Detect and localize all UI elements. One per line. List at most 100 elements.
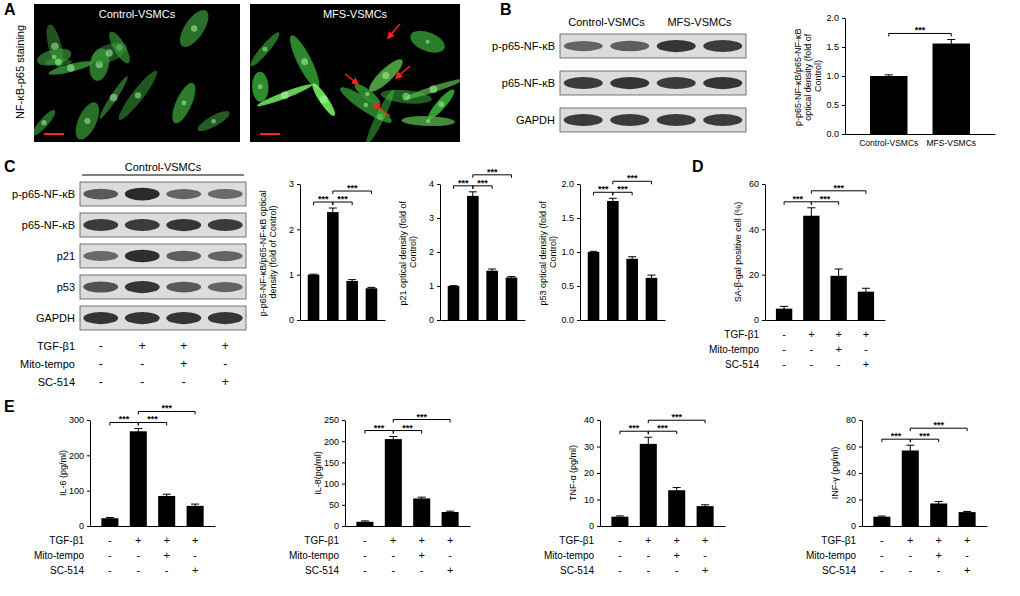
blot-group-label: MFS-VSMCs: [667, 16, 732, 28]
scale-bar: [44, 133, 64, 135]
bar: [803, 216, 819, 320]
y-tick-label: 40: [584, 415, 594, 425]
blot-band: [657, 77, 696, 89]
y-tick-mark: [859, 473, 862, 474]
treatment-sign: +: [863, 328, 869, 340]
y-tick-mark: [577, 184, 580, 185]
error-bar: [348, 280, 356, 283]
treatment-sign: -: [193, 549, 197, 561]
treatment-sign: +: [418, 549, 424, 561]
plot-marks: [308, 208, 378, 320]
treatment-sign: -: [182, 375, 186, 389]
treatment-sign: -: [965, 549, 969, 561]
cell-nucleus: [262, 47, 267, 52]
y-axis-title: IL-8(pg/ml): [313, 451, 323, 495]
bar: [158, 496, 175, 526]
y-axis-line: [845, 19, 846, 135]
bar: [646, 278, 658, 320]
blot-row-label: p53: [57, 281, 75, 293]
y-tick: 200: [324, 437, 345, 447]
treatment-sign: -: [908, 564, 912, 576]
cell-nucleus: [258, 84, 263, 89]
y-tick-label: 0: [334, 521, 339, 531]
error-bar-cap: [673, 487, 681, 488]
cell-nucleus: [135, 92, 141, 98]
treatment-sign: -: [646, 564, 650, 576]
x-axis: [766, 320, 886, 321]
y-tick-mark: [297, 275, 300, 276]
error-bar-stem: [393, 437, 394, 442]
blot-row-label: p65-NF-κB: [22, 219, 75, 231]
cell-nucleus: [439, 101, 445, 107]
bar-chart: 0100200300IL-6 (pg/ml)*********TGF-β1-++…: [34, 403, 216, 576]
y-tick: 2.0: [561, 179, 580, 189]
treatment-sign: -: [363, 534, 367, 546]
blot-band: [166, 189, 201, 199]
y-tick: 3: [429, 213, 440, 223]
panel-letter: E: [4, 398, 15, 415]
y-tick: 0: [851, 521, 862, 531]
treatment-sign: +: [863, 358, 869, 370]
blot-strip: [560, 71, 746, 95]
blot-b: p-p65-NF-κBp65-NF-κBGAPDH: [492, 34, 746, 132]
y-tick-label: 10: [584, 495, 594, 505]
bar: [697, 506, 714, 526]
treatment-sign: -: [703, 549, 707, 561]
y-tick-label: 250: [324, 415, 339, 425]
blot-row-label: p-p65-NF-κB: [492, 40, 555, 52]
treatment-sign: -: [136, 549, 140, 561]
treatment-sign: +: [180, 357, 187, 371]
y-tick: 200: [69, 451, 90, 461]
y-tick-mark: [342, 462, 345, 463]
blot-band: [166, 219, 201, 231]
y-tick: 20: [846, 495, 862, 505]
y-axis-title: TNF-α (pg/ml): [568, 445, 578, 501]
treatment-sign: +: [222, 375, 229, 389]
error-bar: [310, 274, 318, 276]
significance-label: ***: [657, 423, 668, 433]
y-tick-mark: [87, 420, 90, 421]
bar: [308, 275, 320, 320]
error-bar: [469, 192, 477, 200]
treatment-sign: -: [782, 358, 786, 370]
y-axis-title: p-p65-NF-κB/p65-NF-κB optical density (f…: [793, 26, 823, 126]
y-tick-label: 2: [289, 225, 294, 235]
y-tick: 0: [754, 315, 765, 325]
error-bar-stem: [492, 269, 493, 272]
plot-marks: [776, 208, 874, 320]
bar: [607, 201, 619, 320]
y-tick: 0: [429, 315, 440, 325]
treatment-sign: -: [618, 549, 622, 561]
figure-root: ABCDENF-κB-p65 stainingControl-VSMCsMFS-…: [0, 0, 1020, 596]
y-axis: 0204060: [749, 179, 766, 325]
error-bar: [507, 276, 515, 278]
y-tick-label: 40: [749, 225, 759, 235]
error-bar: [878, 516, 886, 517]
panel-letter: D: [692, 158, 704, 175]
treatment-sign: +: [907, 534, 913, 546]
error-bar: [163, 494, 171, 498]
treatment-sign: -: [99, 357, 103, 371]
y-tick-label: 50: [329, 500, 339, 510]
arrow: [396, 66, 410, 78]
treatment-sign: -: [618, 534, 622, 546]
y-tick-label: 40: [846, 468, 856, 478]
significance-label: ***: [617, 184, 628, 194]
y-tick-mark: [762, 275, 765, 276]
blot-band: [166, 282, 201, 293]
cell: [365, 55, 406, 95]
y-tick: 250: [324, 415, 345, 425]
significance-label: ***: [627, 173, 638, 183]
treatment-sign: -: [782, 328, 786, 340]
y-tick-mark: [762, 320, 765, 321]
cell: [168, 80, 200, 126]
significance-label: ***: [792, 194, 803, 204]
y-tick: 0.5: [826, 100, 845, 110]
x-axis-line: [301, 320, 386, 321]
error-bar: [963, 511, 971, 512]
bar: [356, 522, 373, 526]
error-bar-cap: [935, 501, 943, 502]
significance-label: ***: [337, 194, 348, 204]
blot-band: [166, 312, 201, 324]
x-axis: [346, 526, 471, 527]
